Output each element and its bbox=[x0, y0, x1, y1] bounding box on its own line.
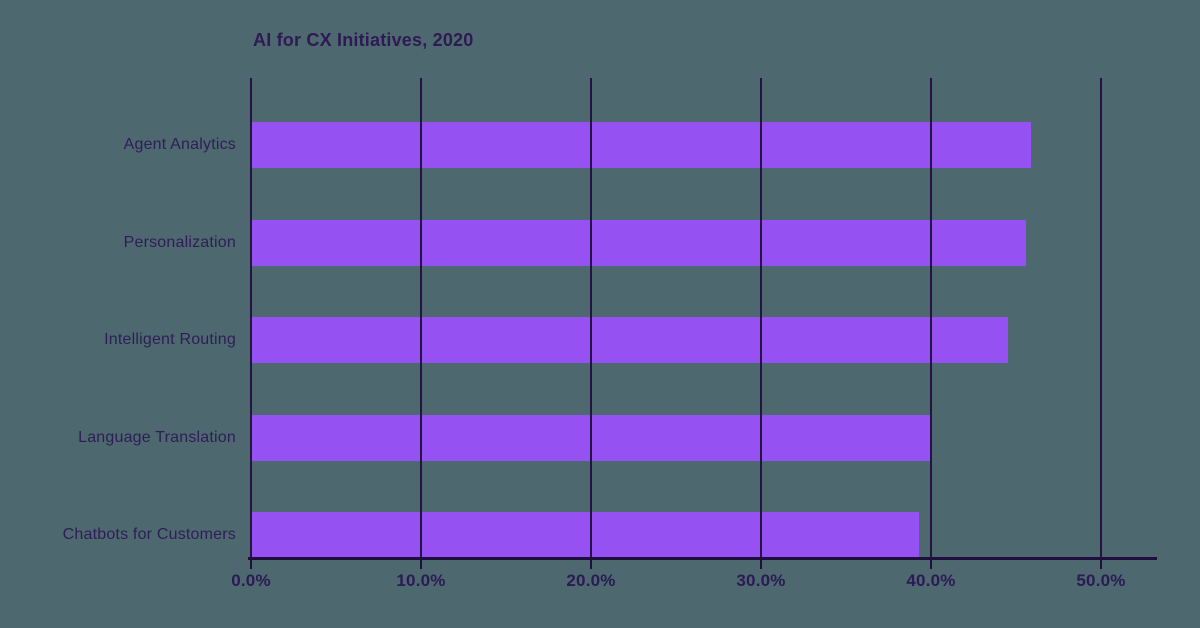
chart-title: AI for CX Initiatives, 2020 bbox=[253, 30, 474, 50]
gridline-30 bbox=[760, 78, 762, 560]
bar-chatbots-for-customers bbox=[251, 512, 920, 558]
x-tick-label: 30.0% bbox=[736, 571, 786, 590]
category-label: Chatbots for Customers bbox=[62, 526, 236, 543]
x-tick-10 bbox=[420, 560, 422, 569]
x-tick-20 bbox=[590, 560, 592, 569]
x-tick-label: 20.0% bbox=[566, 571, 616, 590]
x-axis-line bbox=[248, 557, 1157, 560]
gridline-50 bbox=[1100, 78, 1102, 560]
category-label: Language Translation bbox=[78, 428, 236, 446]
x-tick-label: 40.0% bbox=[906, 571, 956, 590]
x-tick-30 bbox=[760, 560, 762, 569]
gridline-20 bbox=[590, 78, 592, 560]
gridline-0 bbox=[250, 78, 252, 560]
x-tick-label: 10.0% bbox=[396, 571, 446, 590]
bar-agent-analytics bbox=[251, 122, 1032, 168]
x-tick-50 bbox=[1100, 560, 1102, 569]
x-tick-40 bbox=[930, 560, 932, 569]
gridline-40 bbox=[930, 78, 932, 560]
x-tick-label: 50.0% bbox=[1076, 571, 1126, 590]
bar-intelligent-routing bbox=[251, 317, 1008, 363]
x-tick-0 bbox=[250, 560, 252, 569]
bar-personalization bbox=[251, 219, 1027, 266]
x-tick-label: 0.0% bbox=[231, 571, 271, 590]
category-label: Intelligent Routing bbox=[104, 331, 236, 348]
category-label: Agent Analytics bbox=[123, 136, 236, 153]
gridline-10 bbox=[420, 78, 422, 560]
category-label: Personalization bbox=[123, 233, 236, 251]
